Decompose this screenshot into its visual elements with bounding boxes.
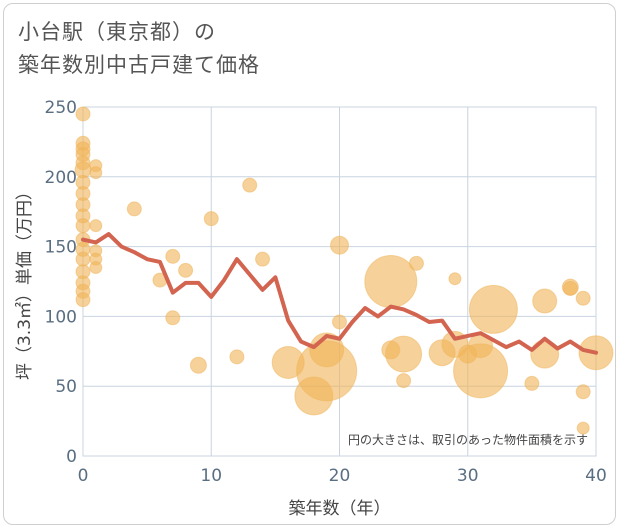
data-bubble — [575, 384, 591, 400]
trend-line-layer — [81, 232, 598, 355]
data-bubble — [126, 201, 142, 217]
data-bubble — [575, 290, 591, 306]
data-bubble — [448, 272, 462, 286]
chart-title-line-1: 小台駅（東京都）の — [18, 20, 216, 44]
data-bubble — [296, 340, 358, 402]
data-bubble — [453, 343, 509, 399]
data-bubble — [89, 166, 103, 180]
data-bubble — [396, 373, 412, 389]
data-bubble — [75, 251, 91, 267]
x-tick-label: 10 — [200, 466, 222, 486]
data-bubble — [75, 106, 91, 122]
data-bubble — [89, 219, 103, 233]
data-bubble — [330, 235, 349, 255]
data-bubble — [332, 314, 347, 330]
bubble-layer — [74, 106, 614, 435]
y-axis-title: 坪（3.3㎡）単価（万円） — [15, 183, 35, 380]
data-bubble — [178, 262, 194, 278]
data-bubble — [255, 251, 271, 267]
data-bubble — [75, 292, 91, 308]
data-bubble — [408, 255, 424, 271]
data-bubble — [229, 349, 245, 365]
chart-title-line-2: 築年数別中古戸建て価格 — [18, 53, 260, 77]
data-bubble — [524, 375, 540, 391]
x-tick-label: 40 — [585, 466, 607, 486]
y-tick-label: 250 — [45, 98, 77, 118]
data-bubble — [468, 284, 518, 334]
data-bubble — [385, 335, 423, 373]
data-bubble — [532, 288, 558, 314]
y-tick-label: 150 — [45, 238, 77, 258]
average-price-line — [81, 232, 598, 355]
x-tick-label: 30 — [457, 466, 479, 486]
chart-frame — [3, 3, 616, 525]
data-bubble — [203, 211, 219, 227]
bubble-size-note: 円の大きさは、取引のあった物件面積を示す — [348, 432, 588, 447]
y-tick-label: 50 — [55, 377, 77, 397]
data-bubble — [562, 280, 578, 296]
data-bubble — [242, 177, 258, 193]
data-bubble — [189, 356, 207, 374]
tick-label-layer: 0 10 20 30 40 0 50 100 150 200 250 — [45, 98, 607, 486]
x-axis-title: 築年数（年） — [289, 499, 391, 519]
chart-title: 小台駅（東京都）の 築年数別中古戸建て価格 — [18, 16, 260, 82]
y-tick-label: 200 — [45, 168, 77, 188]
data-bubble — [75, 218, 91, 234]
data-bubble — [576, 421, 590, 435]
data-bubble — [89, 261, 103, 275]
x-tick-label: 20 — [329, 466, 351, 486]
data-bubble — [165, 248, 181, 264]
y-tick-label: 0 — [66, 447, 77, 467]
y-tick-label: 100 — [45, 307, 77, 327]
x-tick-label: 0 — [78, 466, 89, 486]
data-bubble — [165, 310, 181, 326]
